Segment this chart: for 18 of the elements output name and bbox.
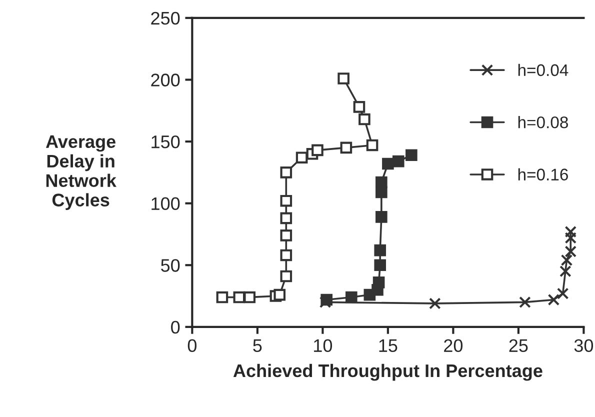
y-tick-label: 250 [151, 12, 180, 25]
y-tick-label: 200 [151, 74, 180, 86]
legend-label: h=0.08 [518, 116, 568, 128]
x-axis-title: Achieved Throughput In Percentage [233, 364, 542, 381]
x-tick-label: 5 [253, 339, 262, 352]
y-tick-label: 100 [152, 197, 180, 210]
x-tick-label: 15 [379, 339, 398, 352]
x-tick-label: 30 [574, 339, 594, 352]
legend-label: h=0.04 [518, 64, 568, 76]
y-tick-label: 0 [171, 320, 180, 334]
y-tick-label: 50 [161, 259, 180, 272]
x-tick-label: 20 [444, 339, 463, 352]
legend-label: h=0.16 [518, 168, 568, 180]
x-tick-label: 10 [314, 339, 332, 352]
y-axis-title: Average Delay in Network Cycles [46, 135, 116, 210]
x-tick-label: 0 [188, 339, 196, 352]
y-tick-label: 150 [152, 135, 180, 148]
x-tick-label: 25 [509, 339, 528, 352]
